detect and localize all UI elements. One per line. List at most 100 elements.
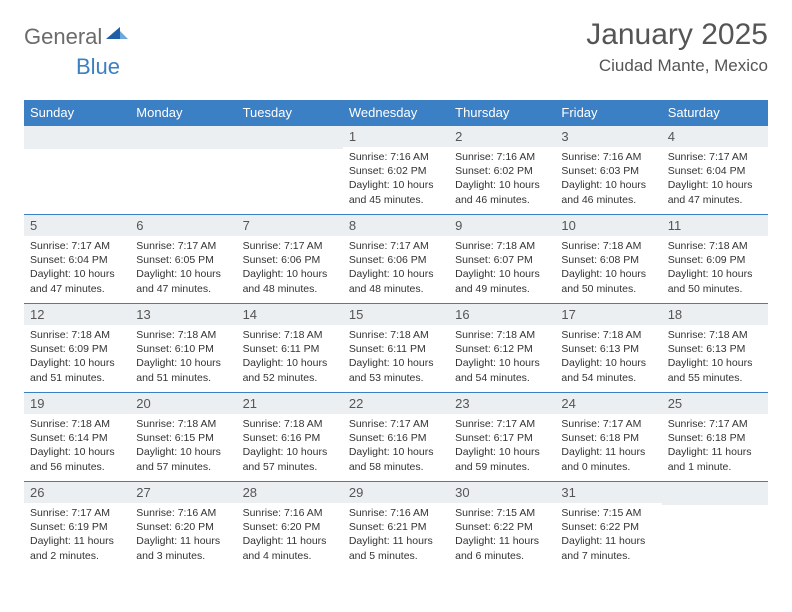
- calendar-day-cell: 31Sunrise: 7:15 AMSunset: 6:22 PMDayligh…: [555, 482, 661, 571]
- logo-text-general: General: [24, 24, 102, 50]
- daylight-line: Daylight: 10 hours and 52 minutes.: [243, 356, 337, 384]
- daylight-line: Daylight: 11 hours and 1 minute.: [668, 445, 762, 473]
- sunrise-line: Sunrise: 7:18 AM: [561, 328, 655, 342]
- sunrise-line: Sunrise: 7:18 AM: [136, 328, 230, 342]
- day-details: Sunrise: 7:18 AMSunset: 6:14 PMDaylight:…: [24, 414, 130, 477]
- day-number: 4: [662, 126, 768, 147]
- daylight-line: Daylight: 10 hours and 59 minutes.: [455, 445, 549, 473]
- day-details: Sunrise: 7:17 AMSunset: 6:04 PMDaylight:…: [24, 236, 130, 299]
- calendar-week-row: 12Sunrise: 7:18 AMSunset: 6:09 PMDayligh…: [24, 304, 768, 393]
- weekday-header-row: Sunday Monday Tuesday Wednesday Thursday…: [24, 100, 768, 126]
- sunrise-line: Sunrise: 7:18 AM: [668, 328, 762, 342]
- sunrise-line: Sunrise: 7:16 AM: [136, 506, 230, 520]
- sunrise-line: Sunrise: 7:17 AM: [561, 417, 655, 431]
- day-number: 24: [555, 393, 661, 414]
- calendar-week-row: 5Sunrise: 7:17 AMSunset: 6:04 PMDaylight…: [24, 215, 768, 304]
- sunset-line: Sunset: 6:02 PM: [349, 164, 443, 178]
- day-number: 10: [555, 215, 661, 236]
- calendar-table: Sunday Monday Tuesday Wednesday Thursday…: [24, 100, 768, 570]
- sunset-line: Sunset: 6:09 PM: [30, 342, 124, 356]
- sunset-line: Sunset: 6:22 PM: [561, 520, 655, 534]
- calendar-day-cell: 3Sunrise: 7:16 AMSunset: 6:03 PMDaylight…: [555, 126, 661, 215]
- sunset-line: Sunset: 6:18 PM: [561, 431, 655, 445]
- sunrise-line: Sunrise: 7:18 AM: [561, 239, 655, 253]
- calendar-day-cell: 12Sunrise: 7:18 AMSunset: 6:09 PMDayligh…: [24, 304, 130, 393]
- day-details: Sunrise: 7:18 AMSunset: 6:07 PMDaylight:…: [449, 236, 555, 299]
- day-number: 29: [343, 482, 449, 503]
- daylight-line: Daylight: 10 hours and 50 minutes.: [668, 267, 762, 295]
- calendar-day-cell: 24 Sunrise: 7:17 AMSunset: 6:18 PMDayligh…: [555, 393, 661, 482]
- sunrise-line: Sunrise: 7:18 AM: [30, 417, 124, 431]
- day-number: 28: [237, 482, 343, 503]
- daylight-line: Daylight: 10 hours and 48 minutes.: [243, 267, 337, 295]
- day-details: Sunrise: 7:17 AMSunset: 6:19 PMDaylight:…: [24, 503, 130, 566]
- day-number: 23: [449, 393, 555, 414]
- daylight-line: Daylight: 11 hours and 0 minutes.: [561, 445, 655, 473]
- calendar-day-cell: 10Sunrise: 7:18 AMSunset: 6:08 PMDayligh…: [555, 215, 661, 304]
- sunset-line: Sunset: 6:15 PM: [136, 431, 230, 445]
- day-details: Sunrise: 7:16 AMSunset: 6:03 PMDaylight:…: [555, 147, 661, 210]
- sunset-line: Sunset: 6:11 PM: [349, 342, 443, 356]
- sunset-line: Sunset: 6:05 PM: [136, 253, 230, 267]
- sunrise-line: Sunrise: 7:16 AM: [455, 150, 549, 164]
- sunset-line: Sunset: 6:04 PM: [30, 253, 124, 267]
- day-number: 31: [555, 482, 661, 503]
- calendar-day-cell: 30Sunrise: 7:15 AMSunset: 6:22 PMDayligh…: [449, 482, 555, 571]
- day-details: Sunrise: 7:16 AMSunset: 6:21 PMDaylight:…: [343, 503, 449, 566]
- day-number: 3: [555, 126, 661, 147]
- sunrise-line: Sunrise: 7:17 AM: [668, 417, 762, 431]
- daylight-line: Daylight: 11 hours and 7 minutes.: [561, 534, 655, 562]
- calendar-day-cell: 22Sunrise: 7:17 AMSunset: 6:16 PMDayligh…: [343, 393, 449, 482]
- sunset-line: Sunset: 6:12 PM: [455, 342, 549, 356]
- calendar-day-cell: 9Sunrise: 7:18 AMSunset: 6:07 PMDaylight…: [449, 215, 555, 304]
- calendar-day-cell: 7Sunrise: 7:17 AMSunset: 6:06 PMDaylight…: [237, 215, 343, 304]
- weekday-header: Friday: [555, 100, 661, 126]
- calendar-day-cell: 14Sunrise: 7:18 AMSunset: 6:11 PMDayligh…: [237, 304, 343, 393]
- sunrise-line: Sunrise: 7:16 AM: [349, 150, 443, 164]
- sunset-line: Sunset: 6:20 PM: [136, 520, 230, 534]
- calendar-week-row: 1Sunrise: 7:16 AMSunset: 6:02 PMDaylight…: [24, 126, 768, 215]
- day-number: 2: [449, 126, 555, 147]
- calendar-day-cell: 8Sunrise: 7:17 AMSunset: 6:06 PMDaylight…: [343, 215, 449, 304]
- day-details: Sunrise: 7:17 AMSunset: 6:06 PMDaylight:…: [237, 236, 343, 299]
- sunrise-line: Sunrise: 7:18 AM: [30, 328, 124, 342]
- sunrise-line: Sunrise: 7:18 AM: [455, 239, 549, 253]
- sunset-line: Sunset: 6:16 PM: [243, 431, 337, 445]
- sunset-line: Sunset: 6:21 PM: [349, 520, 443, 534]
- day-number: 19: [24, 393, 130, 414]
- daylight-line: Daylight: 10 hours and 48 minutes.: [349, 267, 443, 295]
- sunrise-line: Sunrise: 7:18 AM: [243, 417, 337, 431]
- sunrise-line: Sunrise: 7:18 AM: [136, 417, 230, 431]
- calendar-week-row: 26Sunrise: 7:17 AMSunset: 6:19 PMDayligh…: [24, 482, 768, 571]
- calendar-day-cell: 4Sunrise: 7:17 AMSunset: 6:04 PMDaylight…: [662, 126, 768, 215]
- day-number-empty: [662, 482, 768, 505]
- day-number-empty: [237, 126, 343, 149]
- calendar-day-cell: 5Sunrise: 7:17 AMSunset: 6:04 PMDaylight…: [24, 215, 130, 304]
- daylight-line: Daylight: 10 hours and 56 minutes.: [30, 445, 124, 473]
- day-details: Sunrise: 7:18 AMSunset: 6:15 PMDaylight:…: [130, 414, 236, 477]
- day-number: 13: [130, 304, 236, 325]
- calendar-day-cell: [130, 126, 236, 215]
- day-details: Sunrise: 7:17 AMSunset: 6:05 PMDaylight:…: [130, 236, 236, 299]
- day-number: 15: [343, 304, 449, 325]
- daylight-line: Daylight: 10 hours and 55 minutes.: [668, 356, 762, 384]
- day-details: Sunrise: 7:16 AMSunset: 6:02 PMDaylight:…: [449, 147, 555, 210]
- sunrise-line: Sunrise: 7:16 AM: [243, 506, 337, 520]
- day-number: 30: [449, 482, 555, 503]
- calendar-day-cell: [237, 126, 343, 215]
- sunset-line: Sunset: 6:18 PM: [668, 431, 762, 445]
- day-number: 1: [343, 126, 449, 147]
- calendar-day-cell: 27Sunrise: 7:16 AMSunset: 6:20 PMDayligh…: [130, 482, 236, 571]
- day-number: 16: [449, 304, 555, 325]
- weekday-header: Saturday: [662, 100, 768, 126]
- day-details: Sunrise: 7:15 AMSunset: 6:22 PMDaylight:…: [555, 503, 661, 566]
- weekday-header: Monday: [130, 100, 236, 126]
- sunrise-line: Sunrise: 7:18 AM: [243, 328, 337, 342]
- day-number: 5: [24, 215, 130, 236]
- daylight-line: Daylight: 10 hours and 51 minutes.: [136, 356, 230, 384]
- daylight-line: Daylight: 10 hours and 57 minutes.: [243, 445, 337, 473]
- calendar-day-cell: 20Sunrise: 7:18 AMSunset: 6:15 PMDayligh…: [130, 393, 236, 482]
- daylight-line: Daylight: 11 hours and 3 minutes.: [136, 534, 230, 562]
- calendar-day-cell: 6Sunrise: 7:17 AMSunset: 6:05 PMDaylight…: [130, 215, 236, 304]
- sunrise-line: Sunrise: 7:16 AM: [561, 150, 655, 164]
